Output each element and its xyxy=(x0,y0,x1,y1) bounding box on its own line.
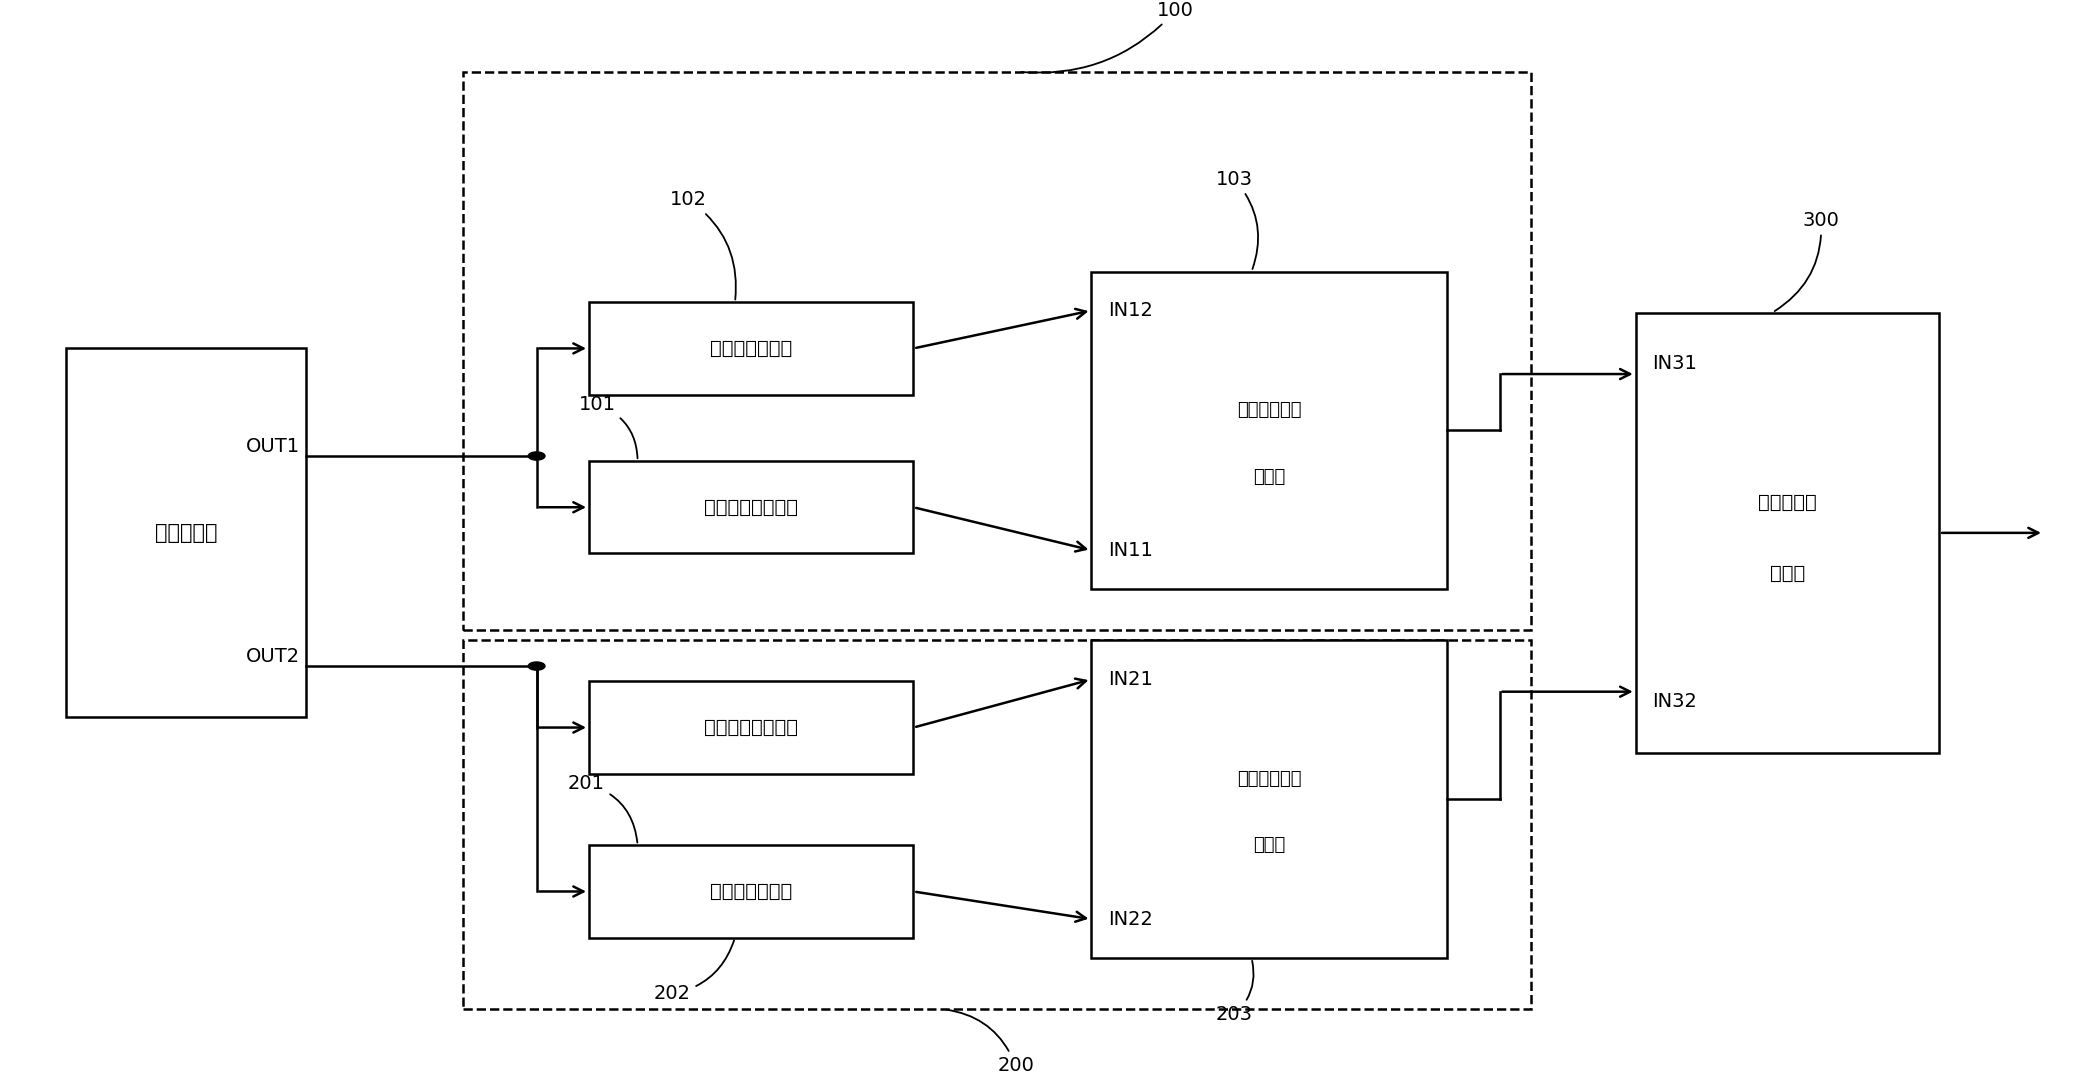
Bar xyxy=(590,845,913,938)
Text: 200: 200 xyxy=(947,1010,1035,1074)
Text: OUT2: OUT2 xyxy=(246,647,300,666)
Text: 补偿器: 补偿器 xyxy=(1253,837,1285,855)
Circle shape xyxy=(529,662,546,670)
Text: 电矢量夹角: 电矢量夹角 xyxy=(1759,493,1818,511)
Text: 300: 300 xyxy=(1774,211,1839,311)
Bar xyxy=(1635,313,1939,753)
Text: 201: 201 xyxy=(569,774,638,843)
Text: OUT1: OUT1 xyxy=(246,437,300,456)
Text: 101: 101 xyxy=(579,395,638,459)
Text: 第二时间坐标: 第二时间坐标 xyxy=(1236,770,1301,787)
Text: 第二过零点检测器: 第二过零点检测器 xyxy=(703,719,798,737)
Bar xyxy=(1091,640,1446,958)
Text: IN32: IN32 xyxy=(1652,693,1698,711)
Text: IN31: IN31 xyxy=(1652,354,1698,374)
Text: 模数转换器: 模数转换器 xyxy=(155,523,216,542)
Text: 补偿器: 补偿器 xyxy=(1253,467,1285,485)
Text: IN11: IN11 xyxy=(1108,541,1152,560)
Text: 第二幅值检测器: 第二幅值检测器 xyxy=(709,882,791,901)
Text: 第一幅值检测器: 第一幅值检测器 xyxy=(709,339,791,358)
Text: 103: 103 xyxy=(1215,170,1257,268)
Text: 第一时间坐标: 第一时间坐标 xyxy=(1236,401,1301,419)
Bar xyxy=(464,72,1530,630)
Text: 100: 100 xyxy=(1022,1,1194,73)
Text: 203: 203 xyxy=(1215,961,1253,1024)
Text: 计算器: 计算器 xyxy=(1769,564,1805,583)
Bar xyxy=(65,348,306,717)
Text: 102: 102 xyxy=(670,190,737,300)
Bar xyxy=(590,461,913,553)
Text: 第一过零点检测器: 第一过零点检测器 xyxy=(703,497,798,517)
Bar xyxy=(1091,272,1446,590)
Bar xyxy=(590,681,913,773)
Bar xyxy=(590,302,913,394)
Text: IN12: IN12 xyxy=(1108,301,1152,320)
Bar xyxy=(464,640,1530,1010)
Circle shape xyxy=(529,452,546,460)
Text: IN21: IN21 xyxy=(1108,670,1152,688)
Text: IN22: IN22 xyxy=(1108,910,1152,929)
Text: 202: 202 xyxy=(655,940,735,1003)
